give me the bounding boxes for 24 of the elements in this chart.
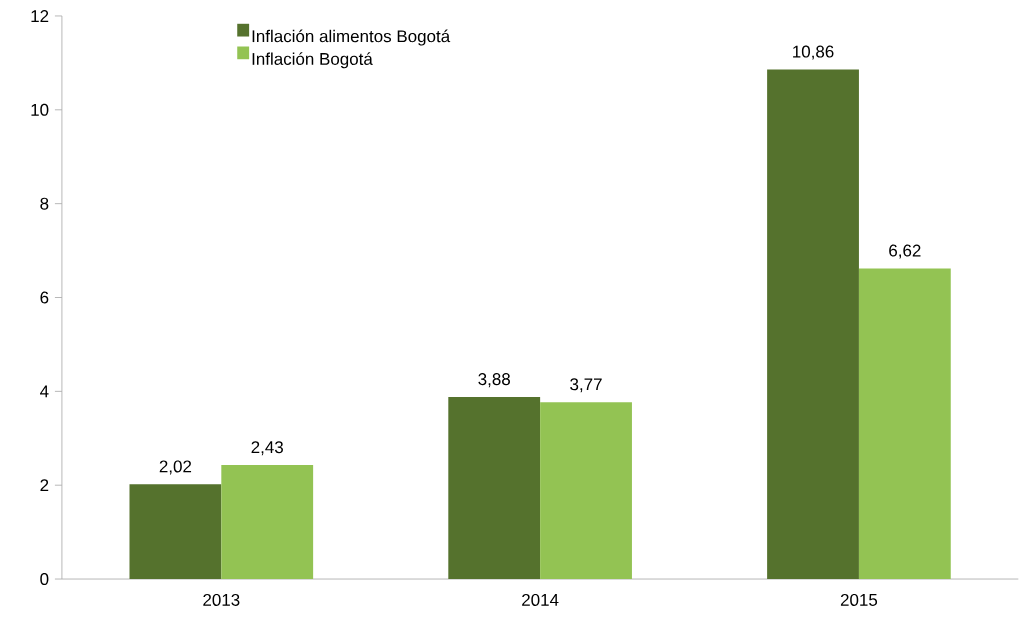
bar bbox=[129, 484, 222, 580]
y-tick-label: 10 bbox=[31, 103, 49, 116]
data-label: 3,77 bbox=[570, 378, 602, 393]
bar bbox=[540, 402, 632, 580]
legend-label: Inflación Bogotá bbox=[252, 52, 373, 69]
bar bbox=[221, 465, 314, 580]
y-tick-label: 8 bbox=[40, 197, 49, 210]
y-tick-label: 2 bbox=[40, 479, 49, 492]
y-tick-label: 0 bbox=[40, 573, 49, 586]
y-tick-label: 6 bbox=[40, 291, 49, 304]
y-tick-label: 4 bbox=[40, 385, 49, 398]
legend-label: Inflación alimentos Bogotá bbox=[252, 29, 451, 46]
data-label: 6,62 bbox=[889, 244, 921, 259]
x-tick-label: 2014 bbox=[522, 593, 559, 606]
bar bbox=[767, 69, 859, 580]
data-label: 2,43 bbox=[251, 441, 283, 456]
x-tick-label: 2013 bbox=[203, 593, 240, 606]
y-tick-label: 12 bbox=[31, 10, 49, 22]
bar bbox=[448, 397, 541, 580]
data-label: 10,86 bbox=[793, 45, 834, 60]
bar bbox=[858, 268, 951, 580]
x-tick-label: 2015 bbox=[840, 593, 878, 606]
data-label: 2,02 bbox=[159, 460, 192, 475]
data-label: 3,88 bbox=[478, 373, 510, 388]
